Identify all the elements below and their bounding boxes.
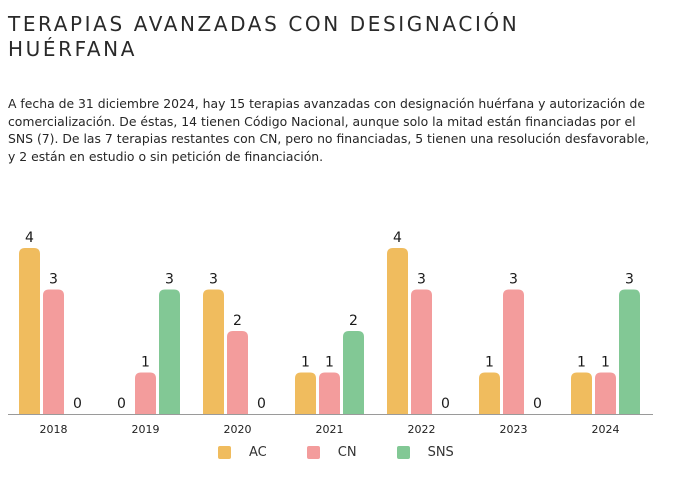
bar-cn-2024 <box>595 372 616 414</box>
data-label-ac-2020: 3 <box>209 272 218 288</box>
legend-label-sns: SNS <box>427 445 454 460</box>
data-label-cn-2018: 3 <box>49 272 58 288</box>
bar-ac-2021 <box>295 372 316 414</box>
legend-item-cn: CN <box>306 445 357 460</box>
data-label-ac-2018: 4 <box>25 230 34 246</box>
data-label-sns-2020: 0 <box>257 396 266 412</box>
data-label-cn-2019: 1 <box>141 355 150 371</box>
bar-cn-2019 <box>135 372 156 414</box>
data-label-sns-2024: 3 <box>625 272 634 288</box>
data-label-sns-2018: 0 <box>73 396 82 412</box>
x-tick-label-2021: 2021 <box>316 423 344 436</box>
bar-ac-2018 <box>19 248 40 414</box>
data-label-ac-2022: 4 <box>393 230 402 246</box>
x-tick-label-2018: 2018 <box>40 423 68 436</box>
x-tick-label-2019: 2019 <box>132 423 160 436</box>
chart-description: A fecha de 31 diciembre 2024, hay 15 ter… <box>8 96 650 164</box>
chart-legend: AC CN SNS <box>218 445 494 460</box>
data-label-ac-2019: 0 <box>117 396 126 412</box>
x-tick-label-2022: 2022 <box>408 423 436 436</box>
bar-ac-2024 <box>571 372 592 414</box>
bar-sns-2019 <box>159 289 180 414</box>
legend-label-cn: CN <box>337 445 357 460</box>
legend-label-ac: AC <box>249 445 267 460</box>
data-label-ac-2021: 1 <box>301 355 310 371</box>
bar-cn-2020 <box>227 331 248 414</box>
x-tick-label-2024: 2024 <box>592 423 620 436</box>
data-label-cn-2023: 3 <box>509 272 518 288</box>
legend-swatch-ac <box>218 446 231 459</box>
legend-item-ac: AC <box>218 445 267 460</box>
data-label-cn-2021: 1 <box>325 355 334 371</box>
data-label-cn-2020: 2 <box>233 313 242 329</box>
data-label-ac-2023: 1 <box>485 355 494 371</box>
data-label-sns-2019: 3 <box>165 272 174 288</box>
bar-ac-2020 <box>203 289 224 414</box>
legend-swatch-cn <box>306 446 320 459</box>
bar-cn-2022 <box>411 289 432 414</box>
data-label-ac-2024: 1 <box>577 355 586 371</box>
bar-cn-2018 <box>43 289 64 414</box>
data-label-sns-2021: 2 <box>349 313 358 329</box>
chart-title: TERAPIAS AVANZADAS CON DESIGNACIÓN HUÉRF… <box>8 12 520 61</box>
bar-cn-2021 <box>319 372 340 414</box>
bar-sns-2021 <box>343 331 364 414</box>
data-label-cn-2024: 1 <box>601 355 610 371</box>
legend-swatch-sns <box>396 446 410 459</box>
x-tick-label-2023: 2023 <box>500 423 528 436</box>
x-tick-label-2020: 2020 <box>224 423 252 436</box>
legend-item-sns: SNS <box>396 445 454 460</box>
data-label-sns-2022: 0 <box>441 396 450 412</box>
bar-ac-2023 <box>479 372 500 414</box>
bar-ac-2022 <box>387 248 408 414</box>
data-label-cn-2022: 3 <box>417 272 426 288</box>
bar-cn-2023 <box>503 289 524 414</box>
data-label-sns-2023: 0 <box>533 396 542 412</box>
bar-sns-2024 <box>619 289 640 414</box>
